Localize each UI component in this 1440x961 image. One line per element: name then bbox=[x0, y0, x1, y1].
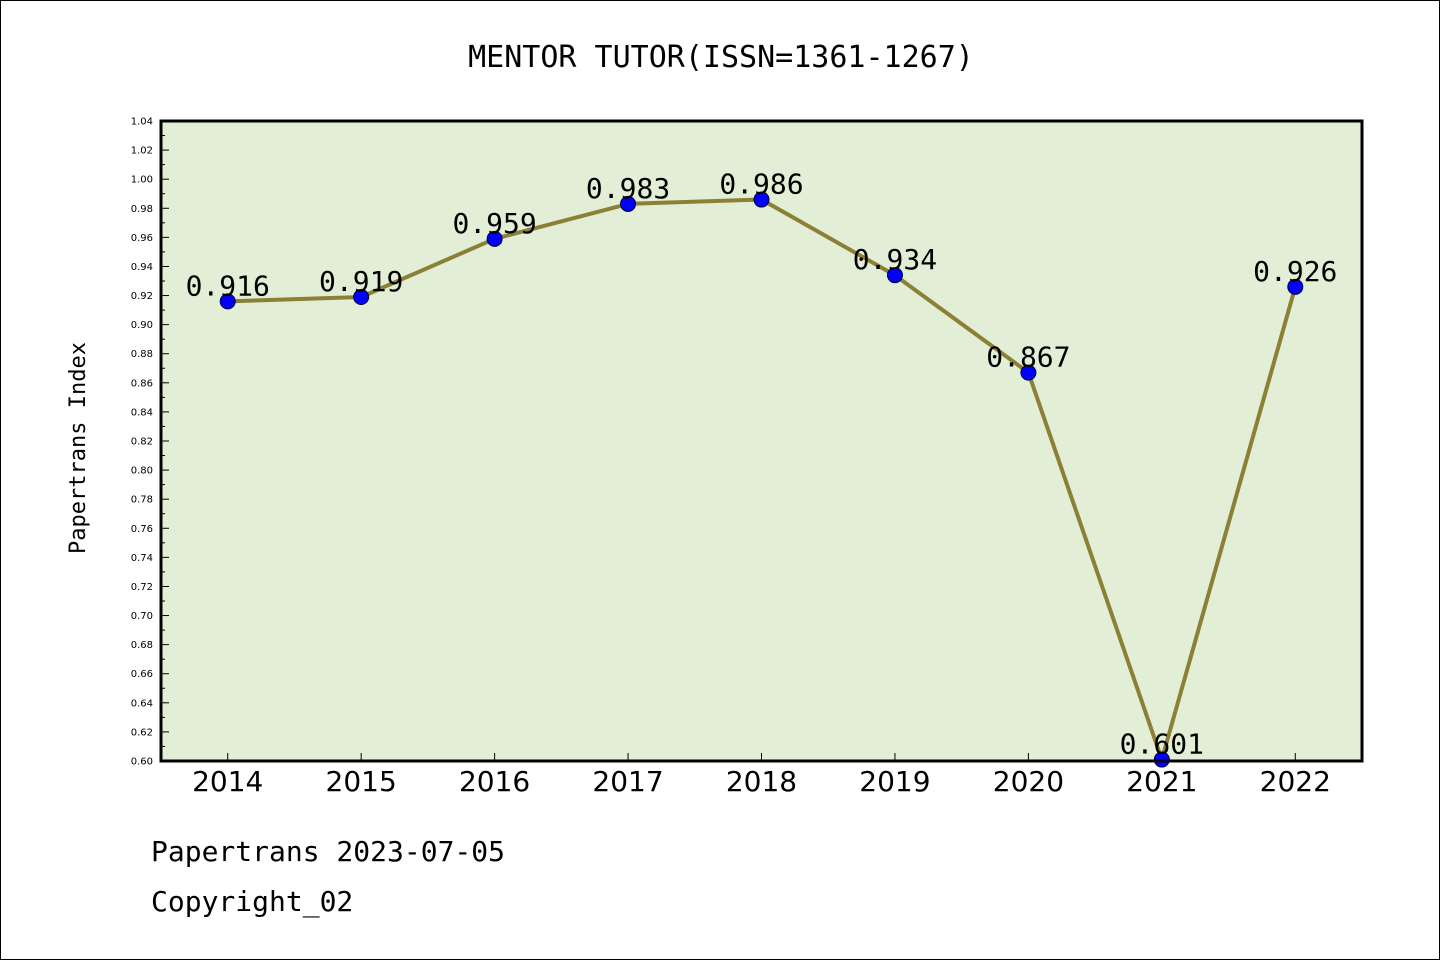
y-tick-label: 0.70 bbox=[131, 611, 153, 622]
y-axis-ticks: 0.60 0.62 0.64 0.66 0.68 0.70 0.72 0.74 0.76 0.78… bbox=[131, 117, 169, 768]
x-tick-label: 2017 bbox=[592, 765, 663, 798]
data-point bbox=[620, 195, 637, 212]
y-tick-label: 0.98 bbox=[131, 204, 153, 215]
x-tick-label: 2020 bbox=[993, 765, 1064, 798]
y-tick-label: 1.04 bbox=[131, 117, 153, 128]
data-point bbox=[753, 191, 770, 208]
data-label: 0.601 bbox=[1120, 728, 1204, 761]
y-axis-label: Papertrans Index bbox=[66, 342, 91, 554]
series: 0.916 0.919 0.959 0.983 0.986 0.934 0.867 0.601… bbox=[186, 168, 1337, 768]
x-tick-label: 2015 bbox=[326, 765, 397, 798]
x-tick-label: 2019 bbox=[859, 765, 930, 798]
x-tick-label: 2016 bbox=[459, 765, 530, 798]
plot-area bbox=[161, 121, 1362, 761]
y-tick-label: 0.94 bbox=[131, 262, 153, 273]
x-axis-ticks: 2014 2015 2016 2017 2018 2019 2020 2021 2022 bbox=[192, 753, 1331, 798]
data-label: 0.926 bbox=[1253, 255, 1337, 288]
y-tick-label: 1.00 bbox=[131, 175, 153, 186]
footer-source: Papertrans 2023-07-05 bbox=[151, 835, 506, 868]
y-tick-label: 0.86 bbox=[131, 378, 153, 389]
plot-border bbox=[159, 119, 1364, 763]
footer-copyright: Copyright_02 bbox=[151, 885, 354, 918]
y-tick-label: 0.64 bbox=[131, 698, 153, 709]
x-tick-label: 2014 bbox=[192, 765, 263, 798]
data-point bbox=[219, 293, 236, 310]
x-tick-label: 2018 bbox=[726, 765, 797, 798]
y-tick-label: 0.68 bbox=[131, 640, 153, 651]
y-tick-label: 0.72 bbox=[131, 582, 153, 593]
data-label: 0.986 bbox=[719, 168, 803, 201]
y-tick-label: 0.62 bbox=[131, 727, 153, 738]
y-tick-label: 0.66 bbox=[131, 669, 153, 680]
x-tick-label: 2022 bbox=[1260, 765, 1331, 798]
data-label: 0.916 bbox=[186, 269, 270, 302]
y-tick-label: 0.78 bbox=[131, 495, 153, 506]
y-tick-label: 0.84 bbox=[131, 407, 153, 418]
y-tick-label: 1.02 bbox=[131, 146, 153, 157]
y-tick-label: 0.90 bbox=[131, 320, 153, 331]
data-label: 0.959 bbox=[452, 207, 536, 240]
chart-title: MENTOR TUTOR(ISSN=1361-1267) bbox=[468, 40, 974, 75]
data-point bbox=[1020, 364, 1037, 381]
y-tick-label: 0.92 bbox=[131, 291, 153, 302]
y-tick-label: 0.96 bbox=[131, 233, 153, 244]
data-label: 0.919 bbox=[319, 265, 403, 298]
y-tick-label: 0.60 bbox=[131, 757, 153, 768]
data-label: 0.934 bbox=[853, 243, 937, 276]
data-point bbox=[1287, 278, 1304, 295]
data-label: 0.867 bbox=[986, 341, 1070, 374]
y-tick-label: 0.74 bbox=[131, 553, 153, 564]
data-point bbox=[886, 267, 903, 284]
data-point bbox=[353, 289, 370, 305]
data-point bbox=[486, 230, 503, 247]
y-tick-label: 0.88 bbox=[131, 349, 153, 360]
data-label: 0.983 bbox=[586, 172, 670, 205]
y-tick-label: 0.76 bbox=[131, 524, 153, 535]
x-tick-label: 2021 bbox=[1126, 765, 1197, 798]
y-tick-label: 0.82 bbox=[131, 437, 153, 448]
y-tick-label: 0.80 bbox=[131, 466, 153, 477]
